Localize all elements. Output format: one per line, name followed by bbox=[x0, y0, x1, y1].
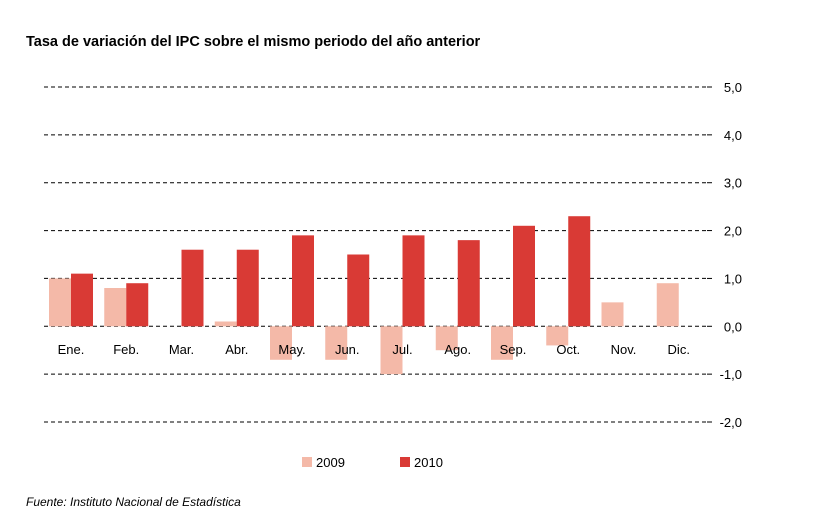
bar-2009 bbox=[270, 326, 292, 360]
legend-swatch bbox=[400, 457, 410, 467]
x-category-label: May. bbox=[278, 342, 305, 357]
bar-2010 bbox=[568, 216, 591, 327]
y-axis-ticks: 5,0 4,0 3,0 2,0 1,0 0,0 -1,0 -2,0 bbox=[720, 80, 742, 430]
bar-2009 bbox=[546, 326, 569, 346]
bar-2009 bbox=[491, 326, 513, 360]
bar-2009 bbox=[104, 288, 127, 327]
bar-2010 bbox=[236, 249, 259, 327]
bar-2010 bbox=[71, 273, 93, 327]
x-category-label: Nov. bbox=[611, 342, 637, 357]
y-tick-label: 1,0 bbox=[724, 271, 742, 286]
y-tick-label: -1,0 bbox=[720, 367, 742, 382]
y-tick-label: 3,0 bbox=[724, 176, 742, 191]
y-tick-label: -2,0 bbox=[720, 415, 742, 430]
bar-2010 bbox=[347, 254, 370, 327]
y-tick-label: 0,0 bbox=[724, 319, 742, 334]
bar-2010 bbox=[181, 249, 204, 327]
x-category-label: Jul. bbox=[392, 342, 412, 357]
bar-2010 bbox=[402, 235, 425, 327]
y-tick-label: 4,0 bbox=[724, 128, 742, 143]
legend-label: 2009 bbox=[316, 455, 345, 470]
x-category-label: Abr. bbox=[225, 342, 248, 357]
x-category-label: Sep. bbox=[500, 342, 527, 357]
legend-swatch bbox=[302, 457, 312, 467]
bar-2009 bbox=[49, 278, 71, 327]
bar-2010 bbox=[457, 240, 480, 327]
x-category-label: Feb. bbox=[113, 342, 139, 357]
y-tick-label: 2,0 bbox=[724, 224, 742, 239]
bar-2009 bbox=[435, 326, 458, 351]
x-category-label: Jun. bbox=[335, 342, 360, 357]
legend: 2009 2010 bbox=[302, 455, 443, 470]
x-category-label: Mar. bbox=[169, 342, 194, 357]
bar-2009 bbox=[214, 321, 237, 327]
x-category-label: Ene. bbox=[58, 342, 85, 357]
bar-2010 bbox=[126, 283, 149, 327]
bars bbox=[49, 216, 679, 375]
bar-2010 bbox=[292, 235, 314, 327]
bar-2010 bbox=[513, 225, 535, 327]
x-category-label: Dic. bbox=[668, 342, 690, 357]
bar-2009 bbox=[325, 326, 348, 360]
x-category-label: Oct. bbox=[556, 342, 580, 357]
chart-title: Tasa de variación del IPC sobre el mismo… bbox=[26, 34, 481, 50]
source-note: Fuente: Instituto Nacional de Estadístic… bbox=[26, 495, 241, 509]
y-tick-label: 5,0 bbox=[724, 80, 742, 95]
x-axis-labels: Ene. Feb. Mar. Abr. May. Jun. Jul. Ago. Sep. Oct.… bbox=[58, 342, 690, 357]
legend-label: 2010 bbox=[414, 455, 443, 470]
bar-2009 bbox=[656, 283, 679, 327]
bar-2009 bbox=[601, 302, 624, 327]
bar-2009 bbox=[380, 326, 403, 375]
gridlines bbox=[44, 86, 712, 423]
x-category-label: Ago. bbox=[444, 342, 471, 357]
